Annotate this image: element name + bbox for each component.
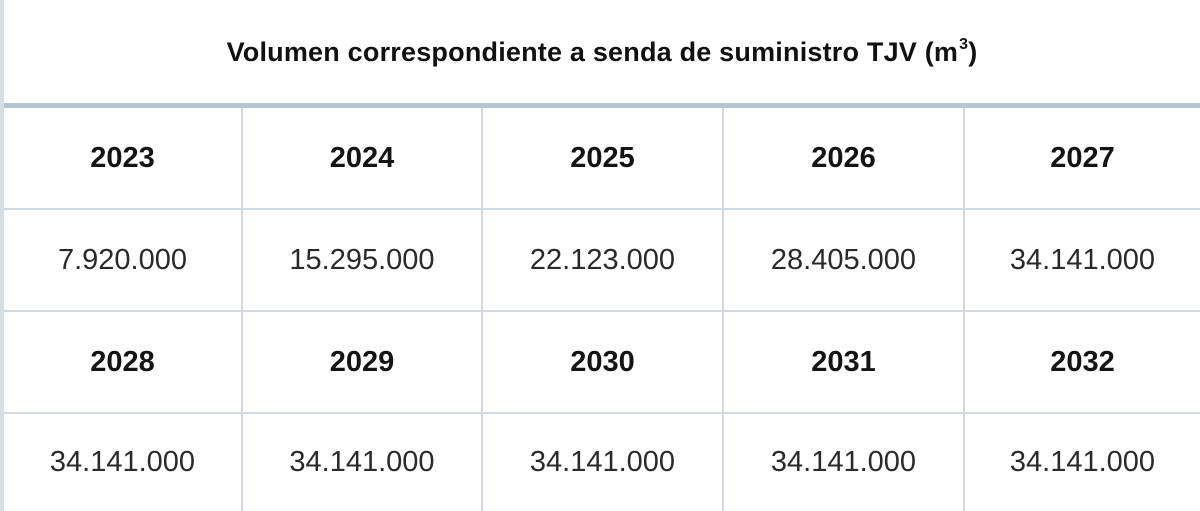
year-header-cell: 2031 bbox=[724, 312, 965, 414]
volume-value-cell: 34.141.000 bbox=[965, 210, 1200, 312]
volume-value-cell: 34.141.000 bbox=[483, 414, 724, 511]
volume-value-cell: 28.405.000 bbox=[724, 210, 965, 312]
year-header-cell: 2030 bbox=[483, 312, 724, 414]
volume-value-cell: 34.141.000 bbox=[724, 414, 965, 511]
volume-value-cell: 7.920.000 bbox=[4, 210, 243, 312]
volume-value-cell: 34.141.000 bbox=[243, 414, 483, 511]
table-caption-row: Volumen correspondiente a senda de sumin… bbox=[4, 0, 1200, 108]
year-header-cell: 2028 bbox=[4, 312, 243, 414]
year-header-cell: 2023 bbox=[4, 108, 243, 210]
year-header-cell: 2032 bbox=[965, 312, 1200, 414]
volume-value-cell: 22.123.000 bbox=[483, 210, 724, 312]
volume-value-cell: 15.295.000 bbox=[243, 210, 483, 312]
table-title-text: Volumen correspondiente a senda de sumin… bbox=[226, 36, 959, 67]
year-header-cell: 2026 bbox=[724, 108, 965, 210]
volume-grid: 2023 2024 2025 2026 2027 7.920.000 15.29… bbox=[4, 108, 1200, 511]
year-header-cell: 2025 bbox=[483, 108, 724, 210]
table-title-superscript: 3 bbox=[959, 35, 969, 53]
table-title-closing: ) bbox=[968, 36, 978, 67]
volume-value-cell: 34.141.000 bbox=[1009, 446, 1156, 478]
year-header-cell: 2027 bbox=[965, 108, 1200, 210]
year-header-cell: 2024 bbox=[243, 108, 483, 210]
volume-value-cell: 34.141.000 bbox=[4, 414, 243, 511]
year-header-cell: 2029 bbox=[243, 312, 483, 414]
table-title: Volumen correspondiente a senda de sumin… bbox=[227, 36, 978, 68]
